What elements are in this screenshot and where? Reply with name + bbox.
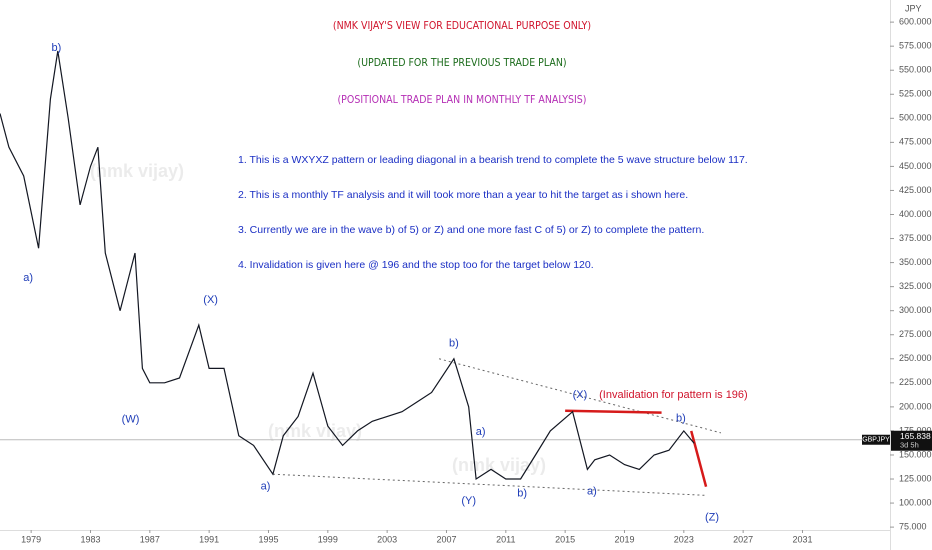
x-tick-label: 2031 — [792, 534, 812, 544]
y-tick-label: 100.000 — [899, 497, 932, 507]
y-tick-label: 175.000 — [899, 425, 932, 435]
y-tick-label: 550.000 — [899, 65, 932, 75]
x-tick-label: 1991 — [199, 534, 219, 544]
trendline — [272, 473, 707, 496]
x-tick-label: 2007 — [436, 534, 456, 544]
heading: (UPDATED FOR THE PREVIOUS TRADE PLAN) — [357, 57, 566, 69]
x-tick-label: 1999 — [318, 534, 338, 544]
y-tick-label: 475.000 — [899, 137, 932, 147]
watermark: (nmk vijay) — [268, 421, 362, 441]
x-tick-label: 2027 — [733, 534, 753, 544]
notes: (NMK VIJAY'S VIEW FOR EDUCATIONAL PURPOS… — [238, 20, 748, 271]
wave-label: b) — [51, 42, 61, 54]
y-tick-label: 125.000 — [899, 473, 932, 483]
y-tick-label: 350.000 — [899, 257, 932, 267]
x-tick-label: 1983 — [80, 534, 100, 544]
watermarks: (nmk vijay) (nmk vijay) (nmk vijay) — [90, 161, 546, 475]
heading: (POSITIONAL TRADE PLAN IN MONTHLY TF ANA… — [338, 94, 587, 106]
y-tick-label: 400.000 — [899, 209, 932, 219]
y-tick-label: 575.000 — [899, 41, 932, 51]
wave-label: a) — [587, 485, 597, 497]
wave-label: (Z) — [705, 511, 719, 523]
y-tick-label: 200.000 — [899, 401, 932, 411]
y-tick-label: 250.000 — [899, 353, 932, 363]
wave-label: (Invalidation for pattern is 196) — [599, 389, 748, 401]
x-tick-label: 1987 — [140, 534, 160, 544]
wave-label: b) — [676, 412, 686, 424]
wave-label: (W) — [122, 413, 140, 425]
x-tick-label: 2015 — [555, 534, 575, 544]
y-tick-label: 75.000 — [899, 521, 927, 531]
trendline — [438, 358, 722, 434]
note: 2. This is a monthly TF analysis and it … — [238, 189, 688, 201]
wave-label: a) — [261, 481, 271, 493]
wave-label: (X) — [573, 389, 588, 401]
price-tag — [891, 430, 932, 451]
y-tick-label: 225.000 — [899, 377, 932, 387]
note: 1. This is a WXYXZ pattern or leading di… — [238, 154, 748, 166]
y-tick-label: 325.000 — [899, 281, 932, 291]
symbol-tag — [862, 434, 890, 445]
x-tick-label: 1979 — [21, 534, 41, 544]
x-tick-label: 2019 — [614, 534, 634, 544]
y-tick-label: 425.000 — [899, 185, 932, 195]
y-tick-label: 375.000 — [899, 233, 932, 243]
heading: (NMK VIJAY'S VIEW FOR EDUCATIONAL PURPOS… — [333, 20, 591, 32]
countdown: 3d 5h — [900, 441, 919, 450]
price-line — [0, 50, 695, 481]
x-tick-label: 1995 — [258, 534, 278, 544]
wave-label: (Y) — [461, 495, 476, 507]
wave-label: b) — [517, 487, 527, 499]
watermark: (nmk vijay) — [452, 455, 546, 475]
watermark: (nmk vijay) — [90, 161, 184, 181]
trendline — [690, 430, 708, 488]
y-tick-label: 525.000 — [899, 89, 932, 99]
x-tick-label: 2011 — [496, 534, 515, 544]
wave-label: a) — [23, 272, 33, 284]
x-tick-label: 2003 — [377, 534, 397, 544]
wave-label: (X) — [203, 294, 218, 306]
note: 3. Currently we are in the wave b) of 5)… — [238, 224, 704, 236]
x-tick-label: 2023 — [674, 534, 694, 544]
y-tick-label: 500.000 — [899, 113, 932, 123]
last-price: 165.838 — [900, 431, 931, 441]
currency: JPY — [905, 3, 922, 13]
y-tick-label: 300.000 — [899, 305, 932, 315]
y-tick-label: 450.000 — [899, 161, 932, 171]
note: 4. Invalidation is given here @ 196 and … — [238, 259, 594, 271]
y-tick-label: 150.000 — [899, 449, 932, 459]
trendline — [565, 409, 662, 414]
y-tick-label: 600.000 — [899, 16, 932, 26]
y-tick-label: 275.000 — [899, 329, 932, 339]
wave-label: b) — [449, 337, 459, 349]
symbol: GBPJPY — [862, 437, 890, 444]
wave-label: a) — [476, 426, 486, 438]
